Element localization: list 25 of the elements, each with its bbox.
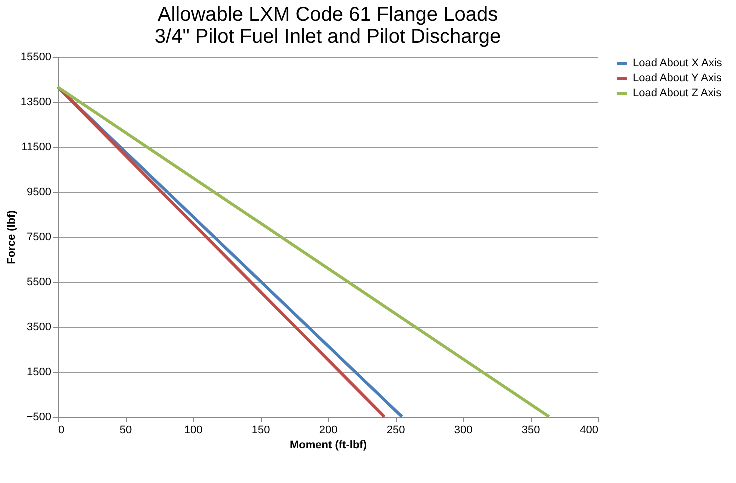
x-axis-title: Moment (ft-lbf): [290, 440, 368, 452]
x-tick-label: 200: [319, 424, 338, 436]
x-tick-label: 250: [386, 424, 406, 436]
legend-label: Load About X Axis: [633, 58, 723, 70]
y-tick-label: 15500: [20, 52, 52, 64]
y-tick-label: 3500: [27, 322, 52, 334]
x-tick-label: 50: [120, 424, 132, 436]
text: Allowable LXM Code 61 Flange Loads: [158, 4, 498, 26]
x-tick-label: 150: [252, 424, 270, 436]
x-tick-label: 300: [454, 424, 473, 436]
y-axis-title: Force (lbf): [6, 210, 18, 264]
legend-label: Load About Y Axis: [633, 72, 722, 84]
y-tick-label: −500: [26, 412, 52, 424]
y-tick-label: 1500: [27, 366, 52, 378]
legend-label: Load About Z Axis: [633, 88, 722, 100]
text: 3/4" Pilot Fuel Inlet and Pilot Discharge: [154, 26, 502, 48]
y-tick-label: 9500: [27, 186, 52, 198]
y-tick-label: 7500: [27, 232, 52, 244]
y-tick-label: 11500: [22, 142, 52, 154]
x-tick-label: 350: [522, 424, 540, 436]
y-tick-label: 13500: [20, 96, 52, 108]
x-tick-label: 100: [184, 424, 203, 436]
y-tick-label: 5500: [27, 276, 52, 288]
x-tick-label: 400: [580, 424, 598, 436]
x-tick-label: 0: [58, 424, 65, 436]
